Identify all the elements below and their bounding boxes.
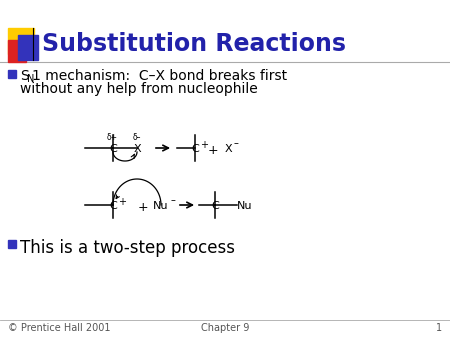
Text: C: C (191, 144, 199, 154)
Text: δ+: δ+ (107, 133, 117, 142)
Bar (8, 28, 34, 54)
Bar (18, 35, 38, 60)
Text: +: + (118, 197, 126, 207)
Text: δ–: δ– (133, 133, 141, 142)
Text: +: + (138, 201, 148, 214)
Bar (8, 240, 16, 248)
Text: Chapter 9: Chapter 9 (201, 323, 249, 333)
Text: 1: 1 (436, 323, 442, 333)
Text: Substitution Reactions: Substitution Reactions (42, 32, 346, 56)
Text: –: – (234, 138, 239, 148)
Text: C: C (211, 201, 219, 211)
Text: without any help from nucleophile: without any help from nucleophile (20, 82, 258, 96)
Bar (8, 40, 26, 62)
Text: Nu: Nu (153, 201, 169, 211)
Text: Nu: Nu (237, 201, 252, 211)
Text: +: + (208, 144, 218, 157)
Text: This is a two-step process: This is a two-step process (20, 239, 235, 257)
Text: 1 mechanism:  C–X bond breaks first: 1 mechanism: C–X bond breaks first (32, 69, 287, 83)
Text: S: S (20, 69, 29, 83)
Text: +: + (200, 140, 208, 150)
Text: –: – (171, 195, 176, 205)
Text: N: N (27, 73, 34, 83)
Text: X: X (224, 144, 232, 154)
Text: © Prentice Hall 2001: © Prentice Hall 2001 (8, 323, 111, 333)
Text: C: C (109, 144, 117, 154)
Text: X: X (133, 144, 141, 154)
Bar (8, 70, 16, 78)
Text: C: C (109, 201, 117, 211)
